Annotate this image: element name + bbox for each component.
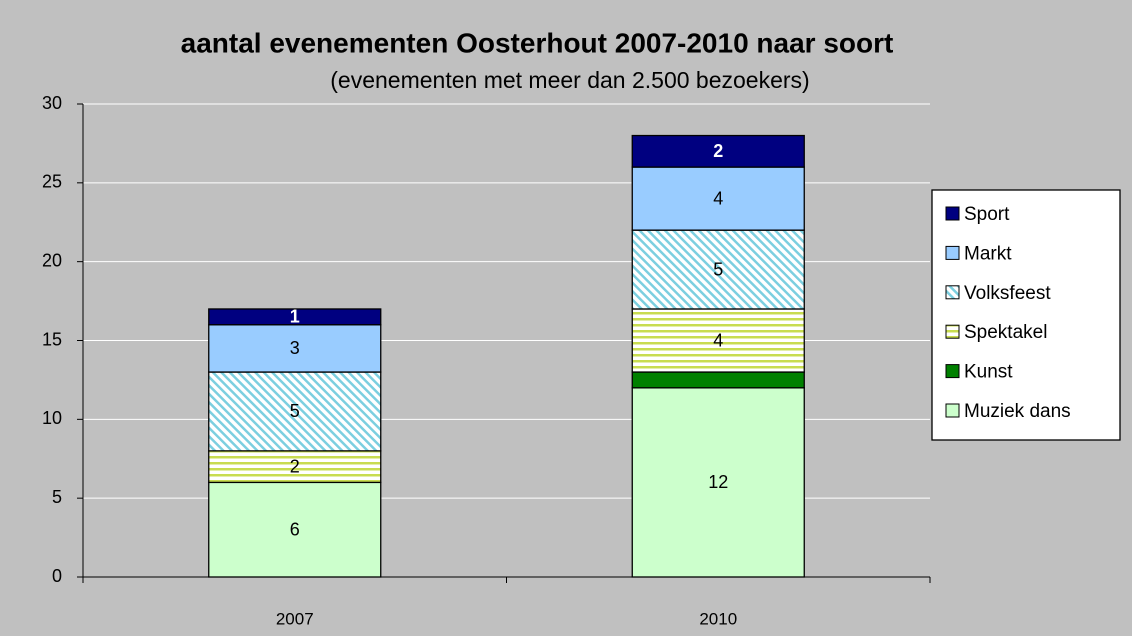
legend-swatch: [945, 285, 960, 300]
y-tick-label: 15: [42, 329, 62, 349]
legend-swatch: [945, 403, 960, 418]
x-tick-label: 2007: [276, 609, 314, 628]
legend-label: Volksfeest: [964, 283, 1051, 304]
y-tick-label: 0: [52, 566, 62, 586]
bar-segment: [631, 387, 805, 578]
bar-segment: [631, 308, 805, 373]
data-label: 5: [290, 401, 300, 421]
legend-swatch: [945, 324, 960, 339]
bar-segment: [208, 308, 382, 326]
legend-label: Sport: [964, 204, 1010, 225]
legend-swatch: [945, 364, 960, 379]
bar-segment: [631, 371, 805, 389]
data-label: 4: [713, 330, 723, 350]
y-tick-label: 25: [42, 172, 62, 192]
data-label: 2: [290, 456, 300, 476]
y-tick-label: 30: [42, 93, 62, 113]
data-label: 5: [713, 259, 723, 279]
chart-title: aantal evenementen Oosterhout 2007-2010 …: [181, 27, 894, 58]
data-label: 3: [290, 338, 300, 358]
legend-swatch: [945, 206, 960, 221]
y-tick-label: 5: [52, 487, 62, 507]
bar-segment: [208, 481, 382, 578]
x-tick-label: 2010: [699, 609, 737, 628]
data-label: 12: [708, 472, 728, 492]
data-label: 6: [290, 519, 300, 539]
legend-box: [931, 189, 1121, 441]
data-label: 4: [713, 188, 723, 208]
bar-segment: [631, 229, 805, 310]
bar-segment: [208, 450, 382, 484]
y-tick-label: 20: [42, 250, 62, 270]
legend-label: Muziek dans: [964, 401, 1071, 422]
legend-label: Kunst: [964, 362, 1013, 383]
bar-segment: [631, 134, 805, 168]
chart-subtitle: (evenementen met meer dan 2.500 bezoeker…: [330, 67, 809, 93]
legend-label: Markt: [964, 243, 1012, 264]
legend-swatch: [945, 245, 960, 260]
bar-segment: [631, 166, 805, 231]
data-label: 1: [290, 307, 300, 327]
y-tick-label: 10: [42, 408, 62, 428]
data-label: 2: [713, 141, 723, 161]
legend-label: Spektakel: [964, 322, 1047, 343]
